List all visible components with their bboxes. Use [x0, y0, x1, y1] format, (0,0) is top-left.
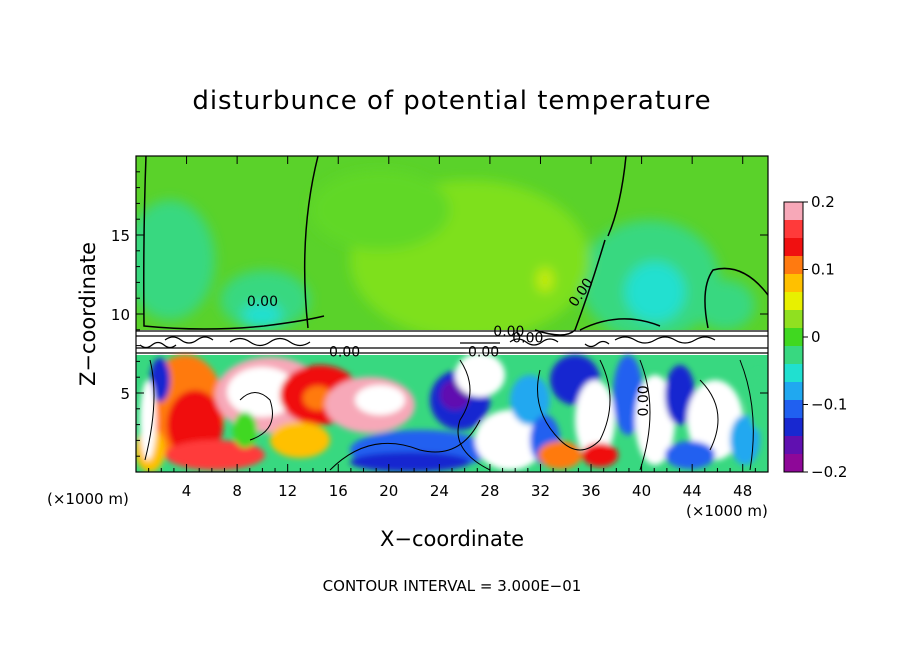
colorbar-swatch [784, 328, 803, 347]
x-tick-label: 28 [480, 482, 499, 500]
colorbar-swatch [784, 238, 803, 257]
contour-label: 0.00 [468, 345, 499, 361]
colorbar-swatch [784, 364, 803, 383]
contour-label: 0.00 [512, 330, 543, 346]
x-tick-label: 8 [232, 482, 242, 500]
y-tick-label: 10 [111, 306, 130, 324]
x-tick-label: 40 [632, 482, 651, 500]
colorbar-swatch [784, 400, 803, 419]
colorbar-swatch [784, 292, 803, 311]
y-tick-label: 5 [120, 385, 130, 403]
x-tick-label: 16 [329, 482, 348, 500]
colorbar-swatch [784, 382, 803, 401]
x-unit-right: (×1000 m) [686, 502, 768, 520]
colorbar-swatch [784, 202, 803, 221]
colorbar-swatch [784, 220, 803, 239]
x-tick-label: 48 [733, 482, 752, 500]
contour-label: 0.00 [493, 324, 524, 340]
colorbar-tick-label: −0.2 [811, 463, 847, 481]
contour-label: 0.00 [636, 385, 652, 416]
colorbar-swatch [784, 274, 803, 293]
x-tick-label: 12 [278, 482, 297, 500]
x-tick-label: 36 [581, 482, 600, 500]
colorbar-swatch [784, 418, 803, 437]
colorbar-swatch [784, 256, 803, 275]
colorbar-swatch [784, 310, 803, 329]
colorbar-tick-label: 0.2 [811, 193, 835, 211]
x-tick-label: 32 [531, 482, 550, 500]
contour-label: 0.00 [247, 294, 278, 310]
colorbar-swatch [784, 346, 803, 365]
colorbar-tick-label: 0.1 [811, 261, 835, 279]
x-tick-label: 4 [182, 482, 192, 500]
x-tick-label: 24 [430, 482, 449, 500]
colorbar-tick-label: −0.1 [811, 396, 847, 414]
heatmap-field [136, 156, 768, 472]
contour-label: 0.00 [329, 345, 360, 361]
colorbar-swatch [784, 436, 803, 455]
x-tick-label: 20 [379, 482, 398, 500]
colorbar-tick-label: 0 [811, 328, 821, 346]
x-unit-left: (×1000 m) [47, 490, 129, 508]
colorbar: 0.2 0.1 0 −0.1 −0.2 [783, 193, 847, 481]
x-tick-label: 44 [683, 482, 702, 500]
y-axis-label: Z−coordinate [76, 242, 100, 386]
contour-labels: 0.000.000.000.000.000.000.00 [247, 275, 652, 416]
x-axis-label: X−coordinate [380, 527, 524, 551]
y-tick-label: 15 [111, 227, 130, 245]
contour-interval-note: CONTOUR INTERVAL = 3.000E−01 [322, 577, 582, 595]
colorbar-swatch [784, 454, 803, 473]
chart-title: disturbunce of potential temperature [192, 86, 712, 116]
y-axis: 5 10 15 [111, 171, 768, 457]
x-axis: 4 8 12 16 20 24 28 32 36 40 44 48 [148, 156, 756, 500]
